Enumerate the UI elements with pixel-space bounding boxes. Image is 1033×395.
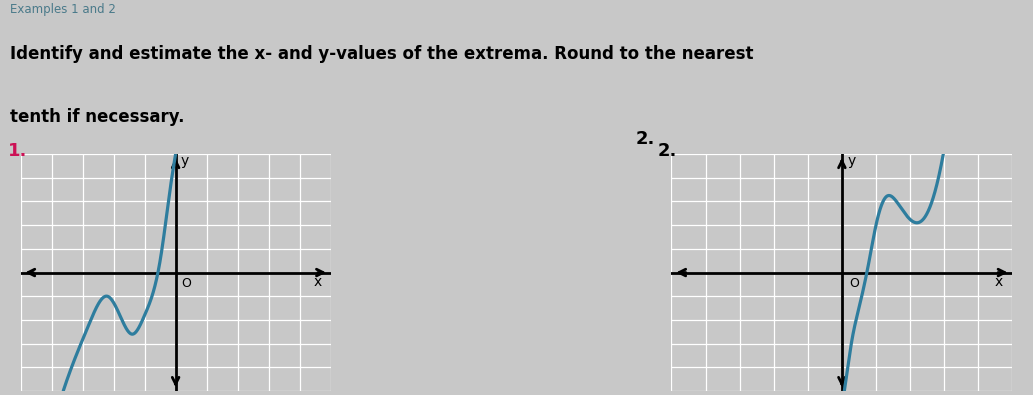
Text: O: O — [849, 277, 858, 290]
Text: y: y — [848, 154, 856, 168]
Text: tenth if necessary.: tenth if necessary. — [10, 108, 185, 126]
Text: x: x — [314, 275, 322, 289]
Text: Examples 1 and 2: Examples 1 and 2 — [10, 3, 116, 16]
Text: Identify and estimate the x- and y-values of the extrema. Round to the nearest: Identify and estimate the x- and y-value… — [10, 45, 754, 63]
Text: O: O — [182, 277, 191, 290]
Text: 2.: 2. — [635, 130, 655, 148]
Text: x: x — [995, 275, 1003, 289]
Text: 1.: 1. — [8, 142, 28, 160]
Text: y: y — [181, 154, 189, 168]
Text: 2.: 2. — [658, 142, 678, 160]
